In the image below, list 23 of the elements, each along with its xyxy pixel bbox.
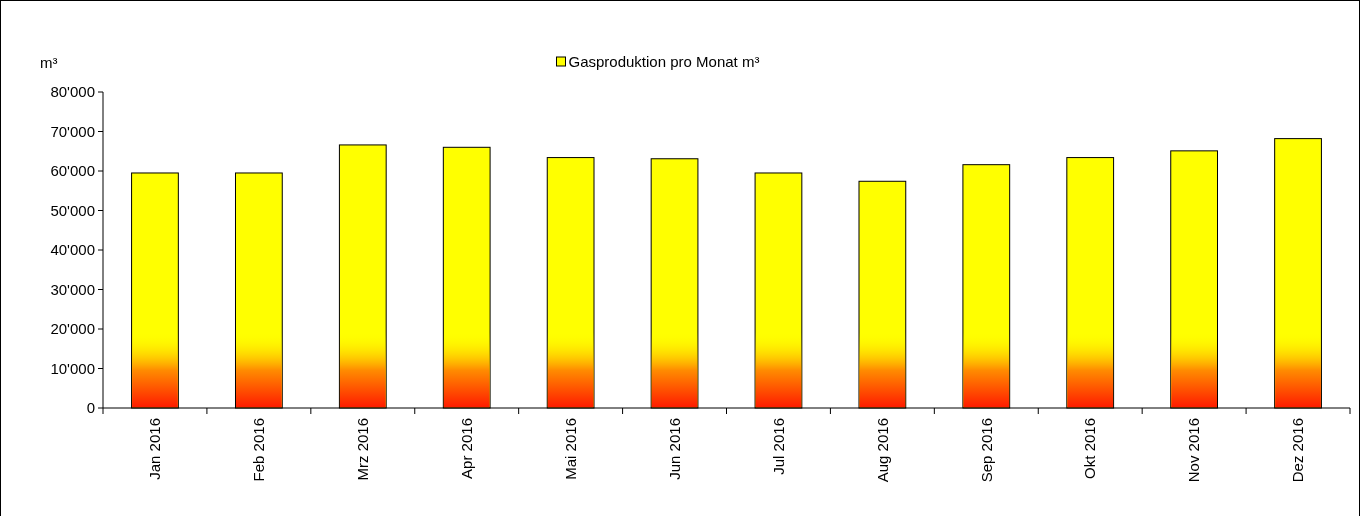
y-tick-label: 40'000 <box>50 241 95 259</box>
legend-label: Gasproduktion pro Monat m³ <box>568 53 760 71</box>
y-tick-label: 0 <box>86 399 95 417</box>
y-tick-label: 30'000 <box>50 280 95 298</box>
x-tick-label: Sep 2016 <box>977 418 995 483</box>
x-tick-label: Jan 2016 <box>146 418 164 480</box>
y-tick-label: 70'000 <box>50 122 95 140</box>
y-tick-label: 60'000 <box>50 162 95 180</box>
x-tick-label: Jun 2016 <box>665 418 683 480</box>
y-tick-label: 50'000 <box>50 201 95 219</box>
y-tick-label: 20'000 <box>50 320 95 338</box>
x-tick-label: Mrz 2016 <box>354 418 372 481</box>
y-tick-label: 10'000 <box>50 359 95 377</box>
x-tick-label: Nov 2016 <box>1185 418 1203 483</box>
x-tick-label: Okt 2016 <box>1081 418 1099 479</box>
x-tick-label: Mai 2016 <box>561 418 579 480</box>
y-tick-label: 80'000 <box>50 83 95 101</box>
x-tick-label: Aug 2016 <box>873 418 891 483</box>
x-tick-label: Jul 2016 <box>769 418 787 475</box>
x-tick-label: Feb 2016 <box>250 418 268 482</box>
x-tick-label: Apr 2016 <box>457 418 475 479</box>
y-axis-title: m³ <box>40 54 58 71</box>
x-tick-label: Dez 2016 <box>1289 418 1307 483</box>
